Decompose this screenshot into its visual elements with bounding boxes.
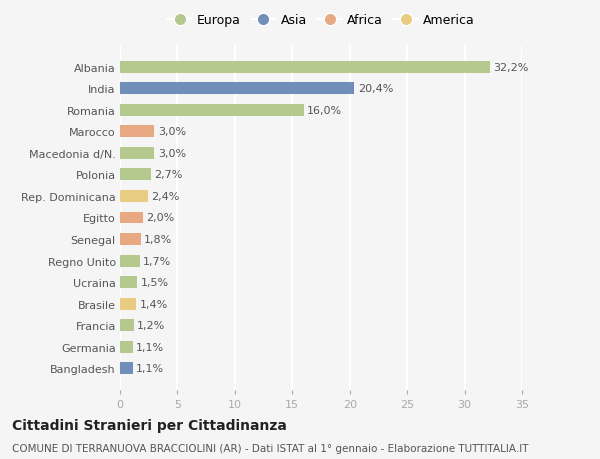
Bar bbox=[120, 319, 134, 331]
Bar bbox=[120, 277, 137, 288]
Bar bbox=[120, 83, 355, 95]
Text: 2,0%: 2,0% bbox=[146, 213, 175, 223]
Text: 2,7%: 2,7% bbox=[154, 170, 183, 180]
Bar bbox=[120, 148, 154, 159]
Text: 2,4%: 2,4% bbox=[151, 191, 179, 202]
Text: 1,5%: 1,5% bbox=[140, 278, 169, 287]
Bar bbox=[120, 234, 140, 246]
Legend: Europa, Asia, Africa, America: Europa, Asia, Africa, America bbox=[167, 14, 475, 27]
Bar bbox=[120, 169, 151, 181]
Text: COMUNE DI TERRANUOVA BRACCIOLINI (AR) - Dati ISTAT al 1° gennaio - Elaborazione : COMUNE DI TERRANUOVA BRACCIOLINI (AR) - … bbox=[12, 443, 529, 453]
Text: 1,7%: 1,7% bbox=[143, 256, 171, 266]
Text: 16,0%: 16,0% bbox=[307, 106, 343, 116]
Text: 1,1%: 1,1% bbox=[136, 364, 164, 374]
Text: 32,2%: 32,2% bbox=[493, 62, 529, 73]
Bar bbox=[120, 363, 133, 375]
Text: 1,1%: 1,1% bbox=[136, 342, 164, 352]
Text: 3,0%: 3,0% bbox=[158, 127, 186, 137]
Bar bbox=[120, 62, 490, 73]
Bar bbox=[120, 212, 143, 224]
Bar bbox=[120, 190, 148, 202]
Bar bbox=[120, 298, 136, 310]
Bar bbox=[120, 105, 304, 117]
Text: 1,8%: 1,8% bbox=[144, 235, 172, 245]
Text: 20,4%: 20,4% bbox=[358, 84, 393, 94]
Text: Cittadini Stranieri per Cittadinanza: Cittadini Stranieri per Cittadinanza bbox=[12, 418, 287, 432]
Bar bbox=[120, 126, 154, 138]
Bar bbox=[120, 255, 140, 267]
Text: 1,4%: 1,4% bbox=[140, 299, 168, 309]
Text: 3,0%: 3,0% bbox=[158, 149, 186, 158]
Bar bbox=[120, 341, 133, 353]
Text: 1,2%: 1,2% bbox=[137, 320, 166, 330]
